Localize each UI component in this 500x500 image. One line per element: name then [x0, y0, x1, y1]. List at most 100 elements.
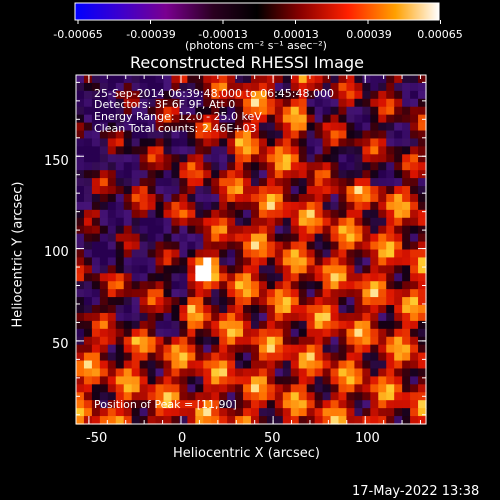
heatmap-cell — [187, 98, 196, 108]
heatmap-cell — [115, 90, 125, 100]
heatmap-cell — [338, 241, 348, 251]
heatmap-cell — [418, 146, 427, 155]
heatmap-cell — [251, 98, 260, 108]
heatmap-cell — [235, 241, 244, 251]
heatmap-cell — [410, 336, 419, 346]
heatmap-cell — [203, 130, 212, 140]
heatmap-cell — [330, 130, 340, 140]
heatmap-cell — [155, 305, 165, 314]
heatmap-cell — [386, 130, 395, 140]
heatmap-cell — [298, 75, 308, 84]
heatmap-cell — [298, 217, 308, 227]
heatmap-cell — [131, 297, 141, 306]
heatmap-cell — [235, 170, 244, 179]
heatmap-cell — [83, 328, 93, 338]
heatmap-cell — [211, 146, 220, 155]
heatmap-cell — [171, 368, 180, 378]
heatmap-cell — [354, 249, 363, 259]
heatmap-cell — [354, 146, 363, 155]
heatmap-cell — [330, 384, 340, 393]
heatmap-cell — [76, 217, 85, 227]
heatmap-cell — [243, 122, 252, 132]
heatmap-cell — [187, 186, 196, 195]
heatmap-cell — [227, 130, 236, 140]
heatmap-cell — [243, 257, 252, 266]
heatmap-cell — [235, 233, 244, 243]
heatmap-cell — [266, 233, 276, 243]
x-tick-label: 0 — [178, 431, 187, 446]
heatmap-cell — [211, 114, 220, 124]
heatmap-cell — [282, 312, 292, 322]
heatmap-cell — [179, 408, 188, 417]
heatmap-cell — [91, 217, 101, 227]
heatmap-cell — [171, 328, 180, 338]
heatmap-cell — [330, 241, 340, 251]
heatmap-cell — [378, 130, 387, 140]
heatmap-cell — [354, 106, 363, 116]
heatmap-cell — [418, 154, 427, 163]
heatmap-cell — [171, 82, 180, 92]
heatmap-cell — [354, 82, 363, 92]
heatmap-cell — [76, 178, 85, 187]
heatmap-cell — [251, 408, 260, 417]
heatmap-cell — [195, 368, 204, 378]
heatmap-cell — [115, 416, 125, 425]
heatmap-cell — [290, 193, 300, 203]
heatmap-cell — [179, 249, 188, 259]
heatmap-cell — [195, 217, 204, 227]
heatmap-cell — [139, 106, 149, 116]
heatmap-cell — [251, 114, 260, 124]
heatmap-cell — [378, 146, 387, 155]
heatmap-cell — [394, 344, 403, 354]
heatmap-cell — [243, 297, 252, 306]
heatmap-cell — [219, 209, 228, 219]
heatmap-cell — [107, 241, 117, 251]
heatmap-cell — [235, 265, 244, 274]
heatmap-cell — [306, 98, 316, 108]
heatmap-cell — [155, 106, 165, 116]
heatmap-cell — [322, 130, 332, 140]
heatmap-cell — [378, 122, 387, 132]
heatmap-cell — [203, 400, 212, 409]
heatmap-cell — [410, 233, 419, 243]
heatmap-cell — [195, 122, 204, 132]
heatmap-cell — [290, 376, 300, 385]
heatmap-cell — [251, 130, 260, 140]
heatmap-cell — [322, 241, 332, 251]
heatmap-cell — [274, 178, 284, 187]
heatmap-cell — [322, 312, 332, 322]
heatmap-cell — [131, 368, 141, 378]
heatmap-cell — [354, 217, 363, 227]
heatmap-cell — [378, 249, 387, 259]
heatmap-cell — [282, 392, 292, 401]
heatmap-cell — [171, 265, 180, 274]
heatmap-cell — [394, 360, 403, 370]
heatmap-cell — [394, 98, 403, 108]
heatmap-cell — [91, 360, 101, 370]
heatmap-cell — [76, 416, 85, 425]
heatmap-cell — [155, 344, 165, 354]
heatmap-cell — [354, 376, 363, 385]
heatmap-cell — [179, 344, 188, 354]
heatmap-cell — [243, 360, 252, 370]
heatmap-cell — [378, 328, 387, 338]
heatmap-cell — [410, 146, 419, 155]
x-tick-label: -50 — [86, 431, 108, 446]
heatmap-cell — [378, 352, 387, 362]
heatmap-cell — [115, 186, 125, 195]
heatmap-cell — [370, 98, 379, 108]
heatmap-cell — [362, 186, 371, 195]
heatmap-cell — [107, 170, 117, 179]
heatmap-cell — [274, 273, 284, 282]
heatmap-cell — [362, 122, 371, 132]
heatmap-cell — [298, 336, 308, 346]
heatmap-cell — [147, 162, 157, 171]
heatmap-cell — [211, 360, 220, 370]
x-axis-label: Heliocentric X (arcsec) — [173, 446, 320, 461]
heatmap-cell — [322, 352, 332, 362]
colorbar-tick-label: -0.00065 — [53, 28, 103, 41]
heatmap-cell — [155, 241, 165, 251]
heatmap-cell — [314, 217, 324, 227]
colorbar-unit-label: (photons cm⁻² s⁻¹ asec⁻²) — [185, 39, 327, 52]
heatmap-cell — [219, 146, 228, 155]
